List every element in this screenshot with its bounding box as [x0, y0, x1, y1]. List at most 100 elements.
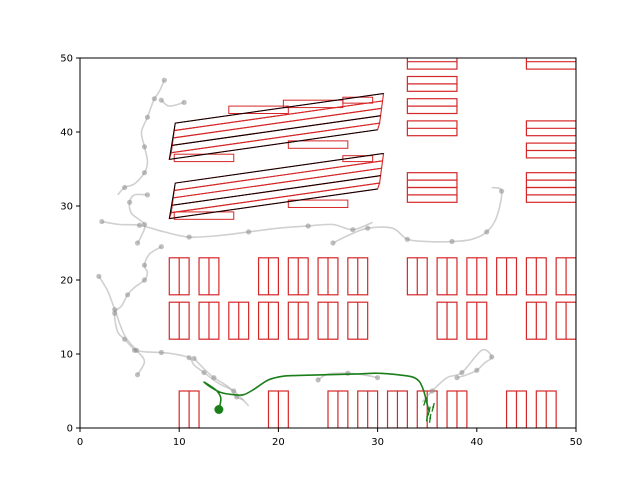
y-tick-label: 50: [60, 54, 73, 65]
parking-block: [257, 257, 279, 296]
parking-block: [257, 301, 279, 340]
parking-block: [357, 390, 379, 428]
ghost-trajectory: [191, 355, 244, 401]
ghost-point: [246, 229, 252, 235]
ghost-point: [134, 240, 141, 246]
parking-block: [466, 301, 488, 340]
ghost-trajectory-line: [160, 99, 185, 107]
ghost-point: [144, 114, 151, 120]
parking-block: [287, 301, 309, 340]
parking-block: [505, 390, 527, 428]
ghost-trajectory-line: [113, 246, 162, 351]
y-axis: 0 10 20 30 40 50: [60, 54, 80, 435]
parking-stall: [342, 96, 374, 104]
ghost-point: [96, 273, 102, 279]
ghost-trajectory-line: [421, 348, 493, 403]
ghost-point: [158, 244, 164, 250]
parking-block: [386, 390, 408, 428]
ego-heading-arrowhead: [429, 413, 432, 420]
ghost-trajectory-line: [128, 193, 148, 244]
y-tick-label: 40: [60, 128, 73, 139]
ghost-trajectory: [315, 370, 381, 383]
ghost-trajectory: [99, 218, 373, 240]
ghost-point: [489, 354, 495, 360]
x-tick-label: 30: [371, 437, 384, 448]
slanted-lane-line: [169, 188, 378, 220]
ghost-point: [305, 223, 311, 229]
slanted-edge-line: [168, 123, 176, 160]
ghost-trajectory: [127, 192, 151, 246]
y-tick-label: 30: [60, 202, 73, 213]
plot-area: [96, 58, 576, 428]
ghost-trajectory: [158, 97, 187, 107]
ego-heading-arrowhead: [428, 406, 431, 412]
ghost-point: [459, 369, 465, 376]
ghost-point: [134, 372, 141, 378]
ghost-point: [125, 292, 131, 298]
ego-path-line: [203, 372, 430, 412]
parking-stall: [287, 199, 349, 208]
parking-stack: [406, 172, 458, 203]
parking-block: [466, 257, 488, 296]
slanted-lane-line: [169, 129, 378, 160]
ghost-point: [186, 355, 192, 361]
parking-stack: [525, 120, 576, 137]
parking-block: [555, 257, 576, 296]
ghost-point: [191, 355, 197, 362]
parking-stack: [406, 98, 458, 115]
ghost-point: [144, 192, 151, 198]
ghost-point: [141, 262, 148, 268]
x-tick-label: 20: [272, 437, 285, 448]
parking-stall: [228, 105, 289, 114]
parking-block: [317, 257, 339, 296]
parking-stall: [282, 99, 344, 109]
ghost-point: [211, 375, 217, 381]
ghost-point: [99, 218, 105, 225]
ghost-point: [404, 236, 410, 242]
ghost-point: [127, 199, 133, 205]
parking-block: [406, 257, 428, 296]
ghost-point: [141, 170, 148, 176]
parking-block: [436, 257, 458, 296]
ghost-trajectory: [112, 244, 164, 351]
ghost-trajectory: [131, 347, 250, 407]
ghost-point: [122, 184, 128, 191]
ghost-point: [161, 77, 167, 83]
ghost-point: [365, 225, 371, 231]
parking-block: [525, 257, 547, 296]
parking-block: [267, 390, 289, 428]
slanted-parking-group: [168, 152, 385, 220]
x-tick-label: 0: [77, 437, 83, 448]
ghost-point: [350, 227, 356, 233]
parking-block: [327, 390, 349, 428]
ghost-point: [330, 240, 336, 246]
parking-stall: [173, 211, 235, 220]
parking-stack: [525, 142, 576, 159]
ghost-point: [158, 349, 164, 356]
ghost-point: [181, 99, 187, 105]
ego-heading-arrowhead: [432, 402, 435, 409]
ego-trajectory: [203, 372, 435, 423]
ghost-point: [131, 347, 138, 353]
slanted-edge-line: [168, 182, 176, 219]
ghost-trajectory-line: [134, 349, 250, 407]
slanted-lane-line: [175, 152, 384, 184]
ghost-trajectory-line: [117, 79, 166, 196]
y-tick-label: 20: [60, 276, 73, 287]
slanted-parking-group: [168, 92, 385, 163]
ghost-trajectory-line: [98, 275, 146, 376]
ego-heading-arrowhead: [426, 412, 429, 418]
ghost-point: [112, 307, 118, 313]
ghost-trajectory: [117, 77, 167, 196]
ghost-point: [136, 222, 143, 228]
parking-block: [496, 257, 518, 296]
ghost-point: [474, 367, 480, 373]
parking-block: [317, 301, 339, 340]
parking-stall: [342, 155, 374, 163]
ghost-point: [499, 188, 505, 194]
ghost-point: [375, 375, 381, 381]
ghost-trajectory: [330, 186, 505, 246]
ghost-point: [454, 375, 460, 381]
x-tick-label: 10: [173, 437, 186, 448]
ghost-point: [141, 277, 148, 283]
